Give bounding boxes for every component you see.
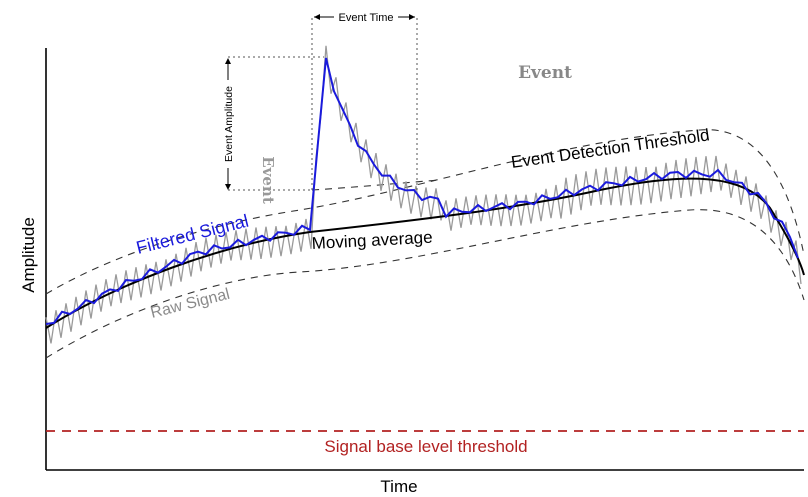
event-watermark-side: Event	[259, 156, 277, 204]
raw-signal-line	[45, 45, 802, 344]
upper-threshold-band-inner	[311, 179, 441, 191]
event-watermark-top: Event	[518, 63, 572, 83]
lower-threshold-band	[45, 209, 805, 359]
base-level-threshold-label: Signal base level threshold	[324, 437, 527, 456]
event-detection-threshold-label: Event Detection Threshold	[510, 125, 711, 172]
event-time-arrowhead-left	[314, 14, 320, 20]
x-axis-title: Time	[380, 477, 417, 496]
event-time-label: Event Time	[338, 12, 393, 24]
y-axis-title: Amplitude	[19, 217, 38, 293]
event-amplitude-label: Event Amplitude	[223, 86, 235, 162]
event-amplitude-arrowhead-bottom	[225, 184, 231, 190]
moving-average-label: Moving average	[311, 228, 433, 253]
event-amplitude-arrowhead-top	[225, 58, 231, 64]
event-time-arrowhead-right	[409, 14, 415, 20]
filtered-signal-line	[45, 57, 799, 325]
upper-threshold-band	[45, 129, 805, 295]
raw-signal-label: Raw Signal	[149, 286, 232, 322]
